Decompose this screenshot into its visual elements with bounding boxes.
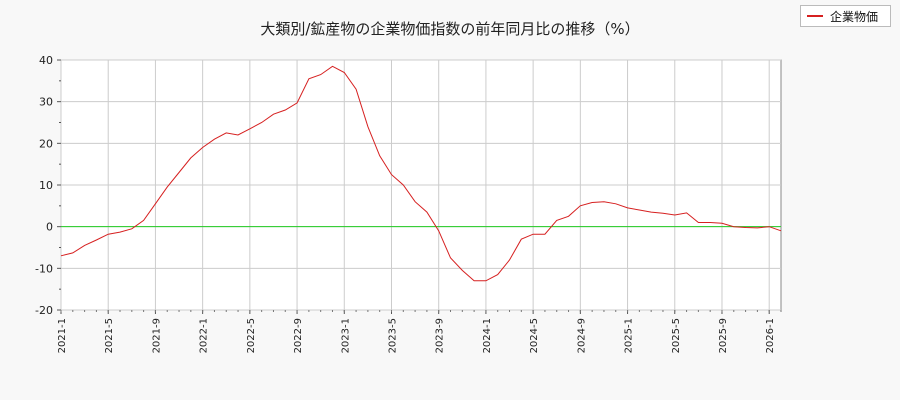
legend-label: 企業物価 (830, 9, 879, 24)
x-tick-label: 2023-1 (340, 318, 351, 353)
x-axis: 2021-1 2021-5 2021-9 2022-1 2022-5 2022-9 2023… (57, 310, 782, 353)
x-tick-label: 2022-1 (199, 318, 210, 353)
legend: 企業物価 (800, 5, 891, 27)
grid (60, 59, 781, 311)
x-tick-label: 2026-1 (765, 318, 776, 353)
x-tick-label: 2025-9 (718, 318, 729, 353)
x-tick-label: 2021-5 (104, 318, 115, 353)
y-tick-label: 0 (46, 221, 53, 234)
x-tick-label: 2023-5 (387, 318, 398, 353)
x-tick-label: 2021-1 (57, 318, 68, 353)
y-tick-label: 40 (39, 54, 53, 67)
legend-swatch (807, 15, 823, 17)
x-tick-label: 2024-5 (529, 318, 540, 353)
x-tick-label: 2023-9 (435, 318, 446, 353)
series-line-kigyo-bukka (60, 65, 782, 282)
x-tick-label: 2025-1 (624, 318, 635, 353)
x-tick-label: 2022-5 (246, 318, 257, 353)
chart-title: 大類別/鉱産物の企業物価指数の前年同月比の推移（%） (260, 20, 639, 38)
y-axis: -20 -10 0 10 20 30 40 (35, 54, 61, 317)
x-tick-label: 2022-9 (293, 318, 304, 353)
y-tick-label: 30 (39, 96, 53, 109)
y-tick-label: -10 (35, 262, 53, 275)
x-tick-label: 2024-9 (576, 318, 587, 353)
y-tick-label: 20 (39, 137, 53, 150)
y-tick-label: -20 (35, 304, 53, 317)
y-tick-label: 10 (39, 179, 53, 192)
x-tick-label: 2025-5 (671, 318, 682, 353)
x-tick-label: 2024-1 (482, 318, 493, 353)
x-tick-label: 2021-9 (151, 318, 162, 353)
